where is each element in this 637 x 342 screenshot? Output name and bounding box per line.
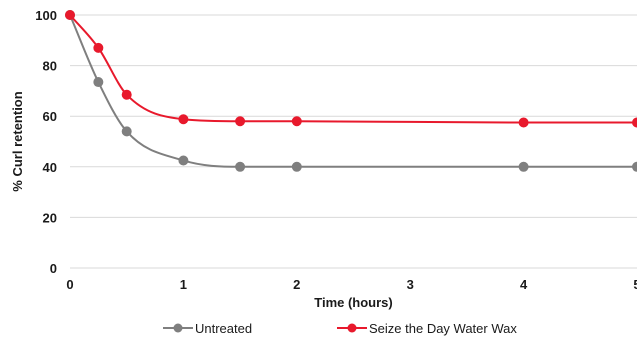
y-tick-label: 40 <box>43 160 57 175</box>
series-untreated <box>65 10 637 172</box>
gridlines <box>70 14 637 218</box>
series-line <box>69 14 637 124</box>
data-point <box>121 89 132 100</box>
legend-marker <box>347 323 357 333</box>
data-point <box>518 117 529 128</box>
y-tick-label: 100 <box>35 8 57 23</box>
series-line <box>69 14 637 168</box>
legend-item: Untreated <box>163 321 252 336</box>
series-group <box>65 10 637 172</box>
legend-label: Seize the Day Water Wax <box>369 321 517 336</box>
y-axis-title: % Curl retention <box>10 91 25 191</box>
y-tick-label: 0 <box>50 261 57 276</box>
data-point <box>632 161 637 172</box>
y-tick-label: 80 <box>43 59 57 74</box>
data-point <box>178 155 189 166</box>
series-water-wax <box>65 10 637 128</box>
data-point <box>93 77 104 88</box>
legend: Untreated Seize the Day Water Wax <box>163 321 517 336</box>
x-tick-label: 5 <box>633 277 637 292</box>
data-point <box>632 117 637 128</box>
data-point <box>291 161 302 172</box>
x-tick-label: 4 <box>520 277 528 292</box>
data-point <box>93 42 104 53</box>
x-axis-title: Time (hours) <box>314 295 393 310</box>
x-tick-label: 0 <box>66 277 73 292</box>
data-point <box>178 114 189 125</box>
data-point <box>121 126 132 137</box>
x-tick-label: 3 <box>407 277 414 292</box>
data-point <box>291 116 302 127</box>
data-point <box>235 116 246 127</box>
y-tick-labels: 0 20 40 60 80 100 <box>35 8 57 276</box>
x-tick-label: 1 <box>180 277 187 292</box>
data-point <box>235 161 246 172</box>
x-tick-label: 2 <box>293 277 300 292</box>
y-tick-label: 60 <box>43 109 57 124</box>
data-point <box>65 10 75 20</box>
legend-item: Seize the Day Water Wax <box>337 321 517 336</box>
legend-marker <box>173 323 183 333</box>
data-point <box>518 161 529 172</box>
y-tick-label: 20 <box>43 210 57 225</box>
legend-label: Untreated <box>195 321 252 336</box>
x-tick-labels: 0 1 2 3 4 5 <box>66 277 637 292</box>
